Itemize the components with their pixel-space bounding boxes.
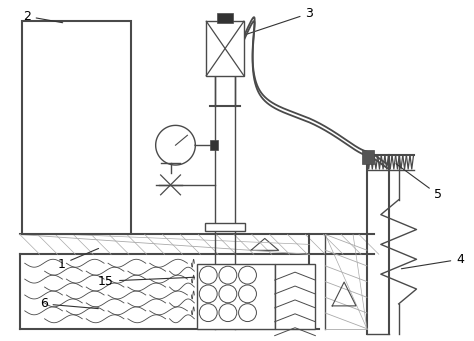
Bar bbox=[210, 140, 218, 150]
Text: 3: 3 bbox=[235, 7, 313, 38]
Bar bbox=[362, 150, 374, 164]
Bar bbox=[22, 21, 131, 235]
Text: 4: 4 bbox=[401, 253, 464, 269]
Bar bbox=[275, 264, 315, 329]
Text: 1: 1 bbox=[57, 249, 99, 271]
Text: 2: 2 bbox=[23, 10, 63, 23]
Bar bbox=[206, 21, 244, 76]
Text: 15: 15 bbox=[98, 275, 194, 287]
Bar bbox=[197, 264, 275, 329]
Bar bbox=[217, 13, 233, 23]
Bar bbox=[205, 223, 245, 231]
Text: 5: 5 bbox=[396, 164, 442, 201]
Text: 6: 6 bbox=[40, 297, 98, 310]
